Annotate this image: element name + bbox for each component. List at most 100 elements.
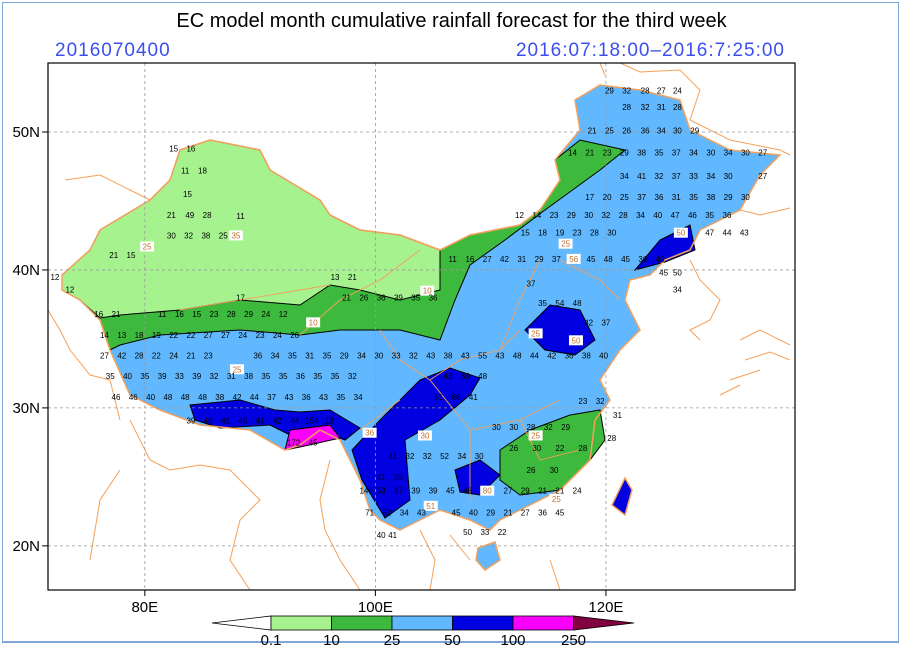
- station-value: 30: [741, 193, 750, 202]
- station-value: 36: [565, 351, 574, 360]
- station-value: 29: [521, 487, 530, 496]
- station-value: 65: [461, 372, 470, 381]
- station-value: 43: [444, 372, 453, 381]
- station-value: 33: [392, 351, 401, 360]
- station-value: 35: [231, 231, 240, 240]
- station-value: 31: [613, 411, 622, 420]
- value-label-box: [558, 238, 573, 249]
- colorbar-bin: [270, 615, 332, 631]
- station-value: 29: [486, 509, 495, 518]
- station-value: 80: [483, 487, 492, 496]
- station-value: 30: [421, 431, 430, 440]
- station-value: 30: [509, 423, 518, 432]
- station-value: 40: [123, 372, 132, 381]
- station-value: 40: [146, 393, 155, 402]
- station-value: 39: [394, 294, 403, 303]
- station-value: 41: [469, 393, 478, 402]
- station-value: 43: [284, 393, 293, 402]
- station-value: 48: [573, 299, 582, 308]
- station-value: 34: [706, 172, 715, 181]
- station-value: 28: [622, 103, 631, 112]
- station-value: 21: [348, 273, 357, 282]
- station-value: 37: [637, 193, 646, 202]
- lat-tick-label: 30N: [12, 400, 40, 417]
- value-label-box: [480, 485, 495, 496]
- station-value: 43: [417, 509, 426, 518]
- station-value: 48: [181, 393, 190, 402]
- station-value: 41: [388, 452, 397, 461]
- colorbar-bin: [211, 615, 272, 631]
- station-value: 37: [601, 318, 610, 327]
- station-value: 38: [244, 372, 253, 381]
- station-value: 28: [227, 310, 236, 319]
- station-value: 51: [434, 393, 443, 402]
- station-value: 35: [411, 294, 420, 303]
- station-value: 11: [181, 167, 190, 176]
- station-value: 21: [342, 294, 351, 303]
- station-value: 40: [599, 351, 608, 360]
- station-value: 50: [463, 528, 472, 537]
- station-value: 44: [723, 229, 732, 238]
- station-value: 44: [290, 416, 299, 425]
- station-value: 37: [672, 172, 681, 181]
- colorbar-bin: [573, 615, 635, 631]
- station-value: 31: [672, 193, 681, 202]
- china-border: [61, 84, 782, 531]
- station-value: 37: [527, 280, 536, 289]
- lat-tick-label: 50N: [12, 124, 40, 141]
- region-100-250: [284, 424, 341, 451]
- station-value: 23: [256, 331, 265, 340]
- station-value: 35: [394, 473, 403, 482]
- value-label-box: [673, 227, 688, 238]
- station-value: 43: [461, 351, 470, 360]
- station-value: 17: [236, 294, 245, 303]
- station-value: 47: [705, 229, 714, 238]
- station-value: 28: [619, 211, 628, 220]
- station-value: 24: [261, 310, 270, 319]
- station-value: 27: [521, 509, 530, 518]
- station-value: 28: [527, 423, 536, 432]
- station-value: 10: [309, 318, 318, 327]
- station-value: 30: [607, 229, 616, 238]
- station-value: 29: [244, 310, 253, 319]
- station-value: 32: [348, 372, 357, 381]
- station-value: 16: [186, 145, 195, 154]
- station-value: 21: [555, 487, 564, 496]
- station-value: 36: [377, 294, 386, 303]
- station-value: 42: [584, 318, 593, 327]
- value-label-box: [566, 253, 581, 264]
- station-value: 11: [236, 212, 245, 221]
- station-value: 22: [555, 444, 564, 453]
- colorbar-label: 25: [384, 632, 401, 647]
- station-value: 40: [656, 255, 665, 264]
- station-value: 45: [621, 255, 630, 264]
- station-value: 28: [578, 444, 587, 453]
- station-value: 12: [65, 285, 74, 294]
- station-value: 29: [605, 87, 614, 96]
- station-value: 32: [544, 423, 553, 432]
- station-value: 40: [653, 211, 662, 220]
- value-label-box: [306, 317, 321, 328]
- station-value: 34: [620, 172, 629, 181]
- colorbar-bin: [391, 615, 453, 631]
- station-value: 30: [550, 466, 559, 475]
- station-value: 42: [547, 351, 556, 360]
- value-label-box: [417, 430, 432, 441]
- station-value: 23: [603, 149, 612, 158]
- station-value: 30: [673, 127, 682, 136]
- station-value: 27: [504, 487, 513, 496]
- station-value: 37: [552, 255, 561, 264]
- station-value: 43: [495, 351, 504, 360]
- station-value: 38: [706, 193, 715, 202]
- station-value: 15: [521, 229, 530, 238]
- station-value: 25: [233, 365, 242, 374]
- value-label-box: [140, 241, 155, 252]
- station-value: 24: [673, 87, 682, 96]
- station-value: 30: [532, 444, 541, 453]
- station-value: 32: [596, 397, 605, 406]
- station-value: 49: [204, 416, 213, 425]
- station-value: 30: [741, 149, 750, 158]
- station-value: 27: [657, 87, 666, 96]
- station-value: 35: [689, 193, 698, 202]
- station-value: 54: [555, 299, 564, 308]
